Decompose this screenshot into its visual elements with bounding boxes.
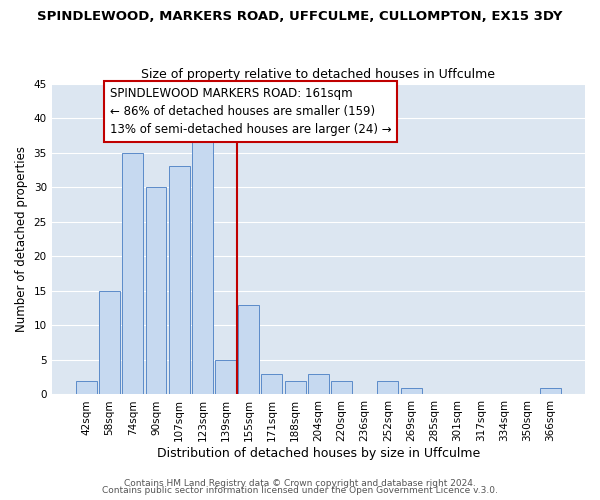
Text: Contains HM Land Registry data © Crown copyright and database right 2024.: Contains HM Land Registry data © Crown c… — [124, 478, 476, 488]
Bar — [169, 166, 190, 394]
X-axis label: Distribution of detached houses by size in Uffculme: Distribution of detached houses by size … — [157, 447, 480, 460]
Bar — [215, 360, 236, 394]
Bar — [76, 380, 97, 394]
Bar — [99, 291, 120, 395]
Text: Contains public sector information licensed under the Open Government Licence v.: Contains public sector information licen… — [102, 486, 498, 495]
Bar — [122, 152, 143, 394]
Text: SPINDLEWOOD MARKERS ROAD: 161sqm
← 86% of detached houses are smaller (159)
13% : SPINDLEWOOD MARKERS ROAD: 161sqm ← 86% o… — [110, 87, 391, 136]
Bar — [238, 304, 259, 394]
Text: SPINDLEWOOD, MARKERS ROAD, UFFCULME, CULLOMPTON, EX15 3DY: SPINDLEWOOD, MARKERS ROAD, UFFCULME, CUL… — [37, 10, 563, 23]
Bar — [331, 380, 352, 394]
Bar — [284, 380, 305, 394]
Bar — [401, 388, 422, 394]
Bar — [146, 187, 166, 394]
Bar — [262, 374, 283, 394]
Y-axis label: Number of detached properties: Number of detached properties — [15, 146, 28, 332]
Bar — [377, 380, 398, 394]
Bar — [540, 388, 561, 394]
Bar — [192, 139, 213, 394]
Title: Size of property relative to detached houses in Uffculme: Size of property relative to detached ho… — [142, 68, 496, 81]
Bar — [308, 374, 329, 394]
